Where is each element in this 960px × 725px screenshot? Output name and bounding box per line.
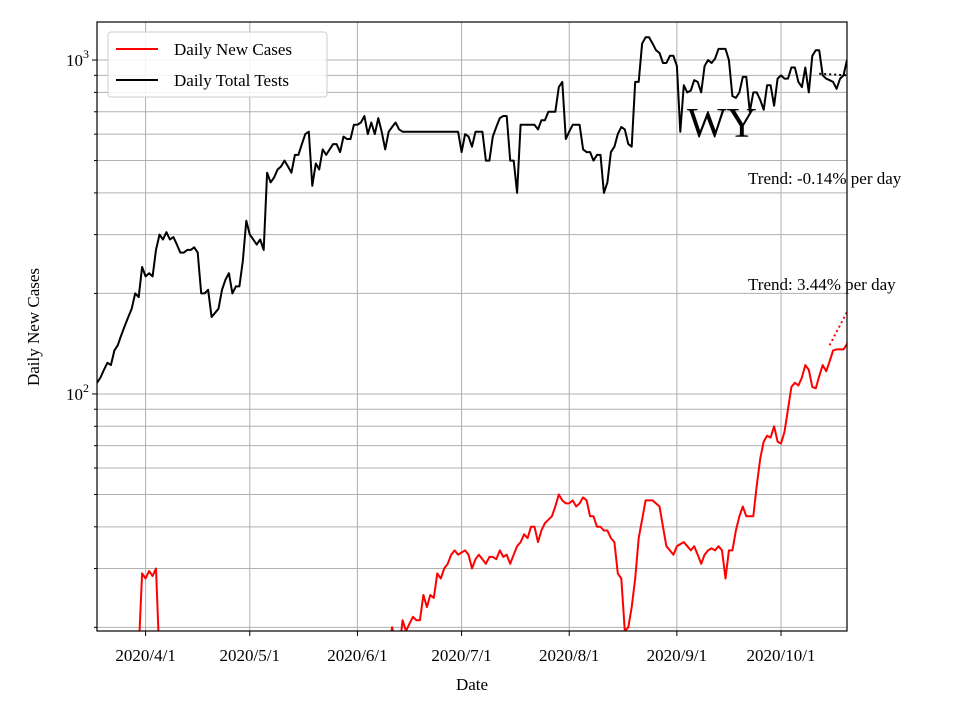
trend-label-cases: Trend: 3.44% per day (748, 275, 896, 294)
y-axis-label: Daily New Cases (24, 268, 43, 386)
x-tick-label: 2020/6/1 (327, 646, 387, 665)
state-label: WY (687, 101, 757, 147)
daily-total-tests-line (97, 36, 847, 384)
trend-label-tests: Trend: -0.14% per day (748, 169, 902, 188)
legend-box (107, 31, 328, 98)
y-tick-label: 102 (66, 381, 89, 404)
series-lines (97, 36, 847, 631)
x-tick-label: 2020/5/1 (220, 646, 280, 665)
x-tick-label: 2020/7/1 (431, 646, 491, 665)
trend-lines (819, 72, 847, 346)
x-tick-label: 2020/4/1 (115, 646, 175, 665)
x-tick-label: 2020/10/1 (747, 646, 816, 665)
x-tick-label: 2020/9/1 (647, 646, 707, 665)
y-tick-label: 103 (66, 47, 89, 70)
x-axis-label: Date (456, 675, 488, 694)
legend-label-cases: Daily New Cases (174, 40, 292, 59)
legend: Daily New Cases Daily Total Tests (107, 31, 328, 98)
grid-lines (97, 22, 847, 631)
daily-new-cases-line (138, 339, 847, 631)
plot-frame (96, 21, 848, 632)
axis-ticks: 2020/4/1 2020/5/1 2020/6/1 2020/7/1 2020/8/1… (66, 47, 816, 665)
legend-label-tests: Daily Total Tests (174, 71, 289, 90)
x-tick-label: 2020/8/1 (539, 646, 599, 665)
daily-new-cases-trend-line (828, 311, 847, 346)
